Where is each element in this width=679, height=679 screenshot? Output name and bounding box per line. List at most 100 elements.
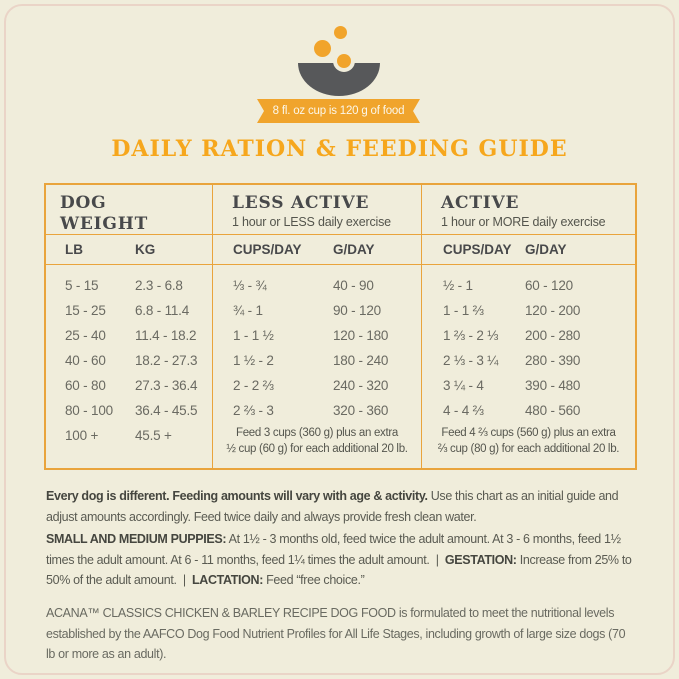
kg-value: 11.4 - 18.2 bbox=[135, 328, 197, 343]
table-row: 60 - 80 27.3 - 36.4 bbox=[46, 373, 212, 398]
col-header-g-day: G/DAY bbox=[525, 242, 567, 257]
col-header-cups-day: CUPS/DAY bbox=[443, 242, 512, 257]
cups-value: 1 ⅔ - 2 ⅓ bbox=[443, 328, 499, 343]
table-row: 1 - 1 ⅔ 120 - 200 bbox=[422, 298, 635, 323]
col-header-g-day: G/DAY bbox=[333, 242, 375, 257]
table-row: 3 ¼ - 4 390 - 480 bbox=[422, 373, 635, 398]
less-active-extra-note: Feed 3 cups (360 g) plus an extra ½ cup … bbox=[213, 425, 421, 457]
col-header-lb: LB bbox=[65, 242, 83, 257]
col-header-cups-day: CUPS/DAY bbox=[233, 242, 302, 257]
weight-col-headers: LB KG bbox=[46, 235, 212, 265]
gestation-text: Increase from 25% to 50% of the adult am… bbox=[46, 552, 632, 588]
column-less-active: LESS ACTIVE 1 hour or LESS daily exercis… bbox=[212, 185, 422, 468]
cups-value: 2 ⅓ - 3 ¼ bbox=[443, 353, 499, 368]
less-active-rows: ⅓ - ¾ 40 - 90 ¾ - 1 90 - 120 1 - 1 ½ 120 - … bbox=[213, 265, 421, 457]
grams-value: 200 - 280 bbox=[525, 328, 581, 343]
table-row: 25 - 40 11.4 - 18.2 bbox=[46, 323, 212, 348]
cups-value: 3 ¼ - 4 bbox=[443, 378, 484, 393]
note-line: ½ cup (60 g) for each additional 20 lb. bbox=[226, 443, 408, 455]
lb-value: 60 - 80 bbox=[65, 378, 106, 393]
col-header-kg: KG bbox=[135, 242, 156, 257]
kibble-dot-icon bbox=[334, 26, 347, 39]
puppies-label: SMALL AND MEDIUM PUPPIES: bbox=[46, 532, 227, 546]
kg-value: 2.3 - 6.8 bbox=[135, 278, 183, 293]
note-line: ⅔ cup (80 g) for each additional 20 lb. bbox=[437, 443, 620, 455]
lactation-label: LACTATION: bbox=[191, 573, 264, 587]
weight-rows: 5 - 15 2.3 - 6.8 15 - 25 6.8 - 11.4 25 - 4… bbox=[46, 265, 212, 448]
table-row: 80 - 100 36.4 - 45.5 bbox=[46, 398, 212, 423]
dog-weight-header-line2: WEIGHT bbox=[60, 214, 149, 234]
active-header: ACTIVE 1 hour or MORE daily exercise bbox=[422, 185, 635, 235]
table-row: 40 - 60 18.2 - 27.3 bbox=[46, 348, 212, 373]
lb-value: 5 - 15 bbox=[65, 278, 99, 293]
note-line: Feed 4 ⅔ cups (560 g) plus an extra bbox=[441, 427, 616, 439]
table-row: 5 - 15 2.3 - 6.8 bbox=[46, 273, 212, 298]
table-row: 1 ½ - 2 180 - 240 bbox=[213, 348, 421, 373]
grams-value: 40 - 90 bbox=[333, 278, 374, 293]
cups-value: 1 - 1 ⅔ bbox=[443, 303, 484, 318]
cups-value: 2 - 2 ⅔ bbox=[233, 378, 274, 393]
bowl-icon bbox=[298, 63, 380, 96]
active-subtitle: 1 hour or MORE daily exercise bbox=[441, 215, 606, 229]
table-row: 2 ⅔ - 3 320 - 360 bbox=[213, 398, 421, 423]
active-title: ACTIVE bbox=[441, 193, 520, 213]
table-row: 100 + 45.5 + bbox=[46, 423, 212, 448]
lb-value: 100 + bbox=[65, 428, 99, 443]
grams-value: 320 - 360 bbox=[333, 403, 389, 418]
aafco-statement: ACANA™ CLASSICS CHICKEN & BARLEY RECIPE … bbox=[46, 606, 626, 661]
kg-value: 18.2 - 27.3 bbox=[135, 353, 198, 368]
table-row: ¾ - 1 90 - 120 bbox=[213, 298, 421, 323]
gestation-label: GESTATION: bbox=[444, 552, 517, 567]
note-line: Feed 3 cups (360 g) plus an extra bbox=[235, 427, 399, 439]
cups-value: ⅓ - ¾ bbox=[233, 278, 267, 293]
less-active-col-headers: CUPS/DAY G/DAY bbox=[213, 235, 421, 265]
active-extra-note: Feed 4 ⅔ cups (560 g) plus an extra ⅔ cu… bbox=[422, 425, 635, 457]
grams-value: 480 - 560 bbox=[525, 403, 581, 418]
table-row: ⅓ - ¾ 40 - 90 bbox=[213, 273, 421, 298]
column-dog-weight: DOG WEIGHT LB KG 5 - 15 2.3 - 6.8 15 - 25… bbox=[46, 185, 212, 468]
lb-value: 15 - 25 bbox=[65, 303, 106, 318]
cups-value: 1 - 1 ½ bbox=[233, 328, 274, 343]
kg-value: 27.3 - 36.4 bbox=[135, 378, 198, 393]
grams-value: 240 - 320 bbox=[333, 378, 389, 393]
lb-value: 25 - 40 bbox=[65, 328, 106, 343]
grams-value: 120 - 180 bbox=[333, 328, 389, 343]
table-row: 2 - 2 ⅔ 240 - 320 bbox=[213, 373, 421, 398]
grams-value: 390 - 480 bbox=[525, 378, 581, 393]
cups-value: 4 - 4 ⅔ bbox=[443, 403, 484, 418]
lb-value: 40 - 60 bbox=[65, 353, 106, 368]
table-row: 15 - 25 6.8 - 11.4 bbox=[46, 298, 212, 323]
cups-value: 1 ½ - 2 bbox=[233, 353, 274, 368]
grams-value: 60 - 120 bbox=[525, 278, 573, 293]
table-row: 4 - 4 ⅔ 480 - 560 bbox=[422, 398, 635, 423]
table-row: 1 ⅔ - 2 ⅓ 200 - 280 bbox=[422, 323, 635, 348]
kibble-dot-icon bbox=[337, 54, 351, 68]
less-active-header: LESS ACTIVE 1 hour or LESS daily exercis… bbox=[213, 185, 421, 235]
lactation-text: Feed “free choice.” bbox=[263, 573, 365, 587]
kg-value: 45.5 + bbox=[135, 428, 172, 443]
kibble-dot-icon bbox=[314, 40, 331, 57]
dog-weight-header: DOG WEIGHT bbox=[46, 185, 212, 235]
feeding-table: DOG WEIGHT LB KG 5 - 15 2.3 - 6.8 15 - 25… bbox=[44, 183, 637, 470]
cups-value: 2 ⅔ - 3 bbox=[233, 403, 274, 418]
active-col-headers: CUPS/DAY G/DAY bbox=[422, 235, 635, 265]
dog-weight-header-line1: DOG bbox=[60, 193, 107, 213]
general-feeding-note-bold: Every dog is different. Feeding amounts … bbox=[46, 489, 428, 503]
grams-value: 180 - 240 bbox=[333, 353, 389, 368]
cups-value: ¾ - 1 bbox=[233, 303, 263, 318]
kg-value: 36.4 - 45.5 bbox=[135, 403, 198, 418]
life-stage-note: SMALL AND MEDIUM PUPPIES: At 1½ - 3 mont… bbox=[46, 529, 636, 591]
cups-value: ½ - 1 bbox=[443, 278, 473, 293]
table-row: 2 ⅓ - 3 ¼ 280 - 390 bbox=[422, 348, 635, 373]
general-feeding-note: Every dog is different. Feeding amounts … bbox=[46, 486, 636, 527]
active-rows: ½ - 1 60 - 120 1 - 1 ⅔ 120 - 200 1 ⅔ - 2 ⅓… bbox=[422, 265, 635, 457]
grams-value: 90 - 120 bbox=[333, 303, 381, 318]
puppies-text: At 1½ - 3 months old, feed twice the adu… bbox=[46, 532, 621, 567]
grams-value: 120 - 200 bbox=[525, 303, 581, 318]
kg-value: 6.8 - 11.4 bbox=[135, 303, 190, 318]
less-active-title: LESS ACTIVE bbox=[232, 193, 370, 213]
table-row: ½ - 1 60 - 120 bbox=[422, 273, 635, 298]
table-row: 1 - 1 ½ 120 - 180 bbox=[213, 323, 421, 348]
grams-value: 280 - 390 bbox=[525, 353, 581, 368]
